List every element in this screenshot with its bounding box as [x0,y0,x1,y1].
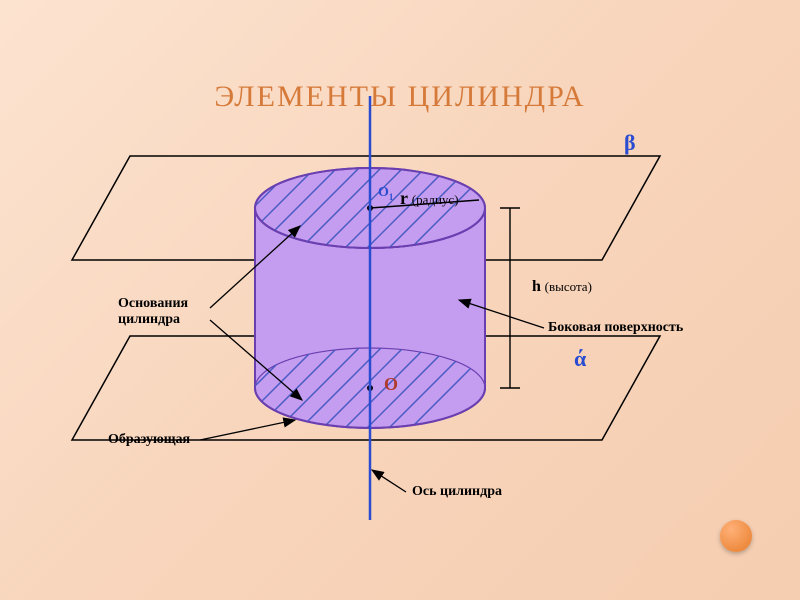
label-radius: r (радиус) [400,188,459,209]
label-h-letter: h [532,278,541,295]
label-o1-sub: 1 [389,192,394,202]
label-radius-r: r [400,188,408,208]
nav-circle-button[interactable] [720,520,752,552]
label-height: h (высота) [532,278,592,296]
label-beta: β [624,130,636,156]
label-o1: О1 [378,185,393,202]
label-generatrix: Образующая [108,432,190,448]
label-h-word: (высота) [545,279,592,294]
label-radius-word: (радиус) [412,192,459,207]
label-lateral: Боковая поверхность [548,320,683,336]
label-o: О [384,374,398,395]
diagram-stage: ЭЛЕМЕНТЫ ЦИЛИНДРА β ά О1 r (радиус) h (в… [0,0,800,600]
label-axis: Ось цилиндра [412,484,502,500]
label-base: Основания цилиндра [118,296,188,328]
label-alpha: ά [574,346,586,372]
label-o1-letter: О [378,185,389,200]
